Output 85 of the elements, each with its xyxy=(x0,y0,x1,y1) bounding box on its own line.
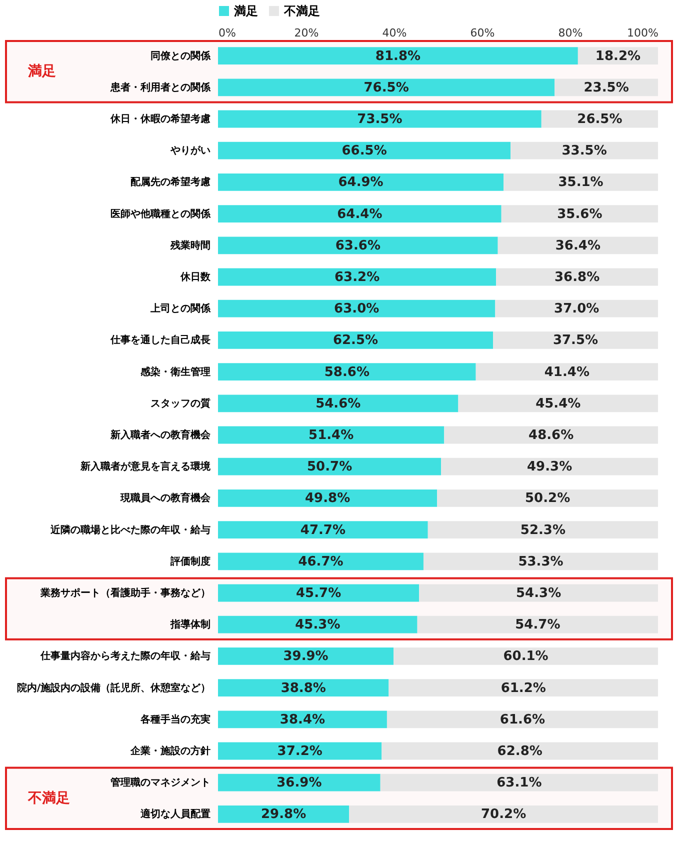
data-label: 45.4% xyxy=(536,396,581,412)
data-label: 63.0% xyxy=(334,302,380,317)
data-label: 50.2% xyxy=(525,491,570,506)
y-tick-label: 休日数 xyxy=(180,271,212,283)
data-label: 50.7% xyxy=(306,460,352,475)
data-label: 49.8% xyxy=(305,491,350,506)
x-tick-label: 40% xyxy=(382,26,407,40)
data-label: 38.4% xyxy=(280,712,326,728)
y-tick-label: 業務サポート（看護助手・事務など） xyxy=(40,587,210,599)
data-label: 62.5% xyxy=(332,333,378,348)
y-tick-label: 現職員への教育機会 xyxy=(120,492,212,504)
y-tick-label: 仕事量内容から考えた際の年収・給与 xyxy=(40,650,210,662)
data-label: 18.2% xyxy=(595,48,641,64)
y-tick-label: 配属先の希望考慮 xyxy=(130,176,210,188)
data-label: 36.9% xyxy=(276,776,322,791)
y-tick-label: 企業・施設の方針 xyxy=(130,745,210,757)
y-tick-label: 上司との関係 xyxy=(150,302,212,315)
y-tick-label: 同僚との関係 xyxy=(150,50,212,62)
data-label: 53.3% xyxy=(518,554,564,570)
legend-label: 不満足 xyxy=(283,4,320,18)
band-label: 満足 xyxy=(27,64,56,80)
data-label: 64.4% xyxy=(337,206,382,222)
y-tick-label: 適切な人員配置 xyxy=(140,808,210,820)
data-label: 58.6% xyxy=(324,364,370,380)
data-label: 36.4% xyxy=(555,238,600,254)
data-label: 64.9% xyxy=(338,175,384,190)
y-tick-label: 医師や他職種との関係 xyxy=(110,208,212,220)
data-label: 51.4% xyxy=(308,428,354,443)
data-label: 39.9% xyxy=(283,649,328,664)
y-tick-label: 院内/施設内の設備（託児所、休憩室など） xyxy=(16,682,210,694)
y-tick-label: 管理職のマネジメント xyxy=(110,776,210,789)
data-label: 46.7% xyxy=(298,554,344,570)
data-label: 47.7% xyxy=(300,522,346,538)
y-tick-label: スタッフの質 xyxy=(150,397,210,410)
x-tick-label: 80% xyxy=(558,26,583,40)
data-label: 49.3% xyxy=(526,460,572,475)
data-label: 63.6% xyxy=(335,238,380,254)
x-tick-label: 60% xyxy=(470,26,495,40)
data-label: 60.1% xyxy=(503,649,548,664)
y-tick-label: やりがい xyxy=(170,146,210,157)
data-label: 23.5% xyxy=(584,80,629,96)
data-label: 63.1% xyxy=(496,776,542,791)
band-label: 不満足 xyxy=(27,790,70,806)
data-label: 37.5% xyxy=(552,333,598,348)
data-label: 37.0% xyxy=(554,302,600,317)
data-label: 61.2% xyxy=(500,680,546,696)
y-tick-label: 各種手当の充実 xyxy=(140,713,210,726)
data-label: 81.8% xyxy=(375,48,421,64)
y-tick-label: 新入職者への教育機会 xyxy=(110,429,212,441)
data-label: 29.8% xyxy=(261,807,306,822)
x-tick-label: 100% xyxy=(627,26,658,40)
data-label: 45.3% xyxy=(295,618,340,633)
data-label: 37.2% xyxy=(277,744,322,759)
data-label: 41.4% xyxy=(544,364,590,380)
y-tick-label: 患者・利用者との関係 xyxy=(110,81,212,94)
data-label: 76.5% xyxy=(364,80,409,96)
data-label: 70.2% xyxy=(481,807,526,822)
x-tick-label: 20% xyxy=(294,26,319,40)
data-label: 48.6% xyxy=(528,428,574,443)
data-label: 35.6% xyxy=(557,206,602,222)
x-tick-label: 0% xyxy=(218,26,236,40)
data-label: 52.3% xyxy=(520,522,566,538)
data-label: 54.6% xyxy=(316,396,361,412)
y-tick-label: 休日・休暇の希望考慮 xyxy=(110,113,210,125)
y-tick-label: 仕事を通した自己成長 xyxy=(110,334,210,346)
data-label: 63.2% xyxy=(334,270,380,285)
data-label: 33.5% xyxy=(562,144,607,159)
y-tick-label: 近隣の職場と比べた際の年収・給与 xyxy=(50,524,210,536)
data-label: 61.6% xyxy=(500,712,546,728)
y-tick-label: 新入職者が意見を言える環境 xyxy=(80,460,212,473)
data-label: 54.3% xyxy=(516,586,562,601)
data-label: 73.5% xyxy=(357,112,402,127)
data-label: 26.5% xyxy=(577,112,622,127)
data-label: 62.8% xyxy=(497,744,542,759)
legend-label: 満足 xyxy=(233,4,258,18)
data-label: 36.8% xyxy=(554,270,600,285)
data-label: 66.5% xyxy=(342,144,387,159)
y-tick-label: 残業時間 xyxy=(170,239,210,252)
y-tick-label: 評価制度 xyxy=(170,555,210,568)
y-tick-label: 感染・衛生管理 xyxy=(140,366,210,378)
y-tick-label: 指導体制 xyxy=(170,618,210,631)
data-label: 45.7% xyxy=(296,586,342,601)
data-label: 35.1% xyxy=(558,175,604,190)
data-label: 38.8% xyxy=(280,680,326,696)
data-label: 54.7% xyxy=(515,618,560,633)
